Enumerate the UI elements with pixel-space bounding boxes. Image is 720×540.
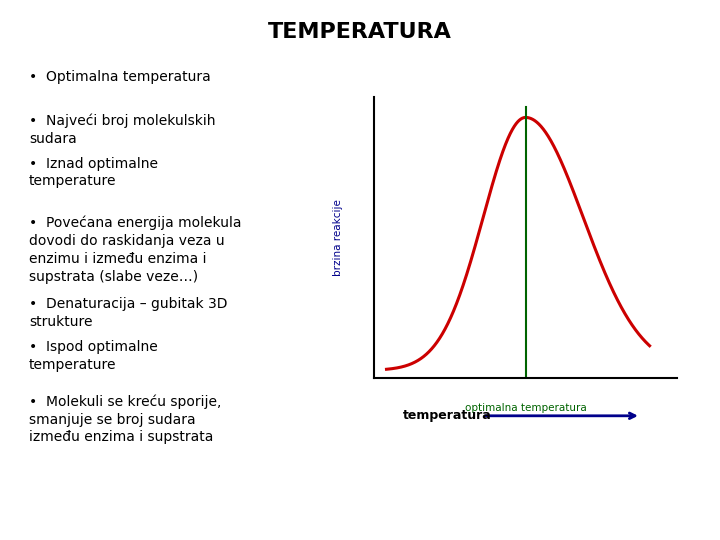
Text: brzina reakcije: brzina reakcije [333,199,343,276]
Text: temperatura: temperatura [403,409,492,422]
Text: TEMPERATURA: TEMPERATURA [268,22,452,42]
Text: •  Najveći broj molekulskih
sudara: • Najveći broj molekulskih sudara [29,113,215,146]
Text: optimalna temperatura: optimalna temperatura [464,403,587,413]
Text: •  Optimalna temperatura: • Optimalna temperatura [29,70,210,84]
Text: •  Denaturacija – gubitak 3D
strukture: • Denaturacija – gubitak 3D strukture [29,297,228,329]
Text: •  Iznad optimalne
temperature: • Iznad optimalne temperature [29,157,158,188]
Text: •  Povećana energija molekula
dovodi do raskidanja veza u
enzimu i između enzima: • Povećana energija molekula dovodi do r… [29,216,241,284]
Text: •  Molekuli se kreću sporije,
smanjuje se broj sudara
između enzima i supstrata: • Molekuli se kreću sporije, smanjuje se… [29,394,221,444]
Text: •  Ispod optimalne
temperature: • Ispod optimalne temperature [29,340,158,372]
